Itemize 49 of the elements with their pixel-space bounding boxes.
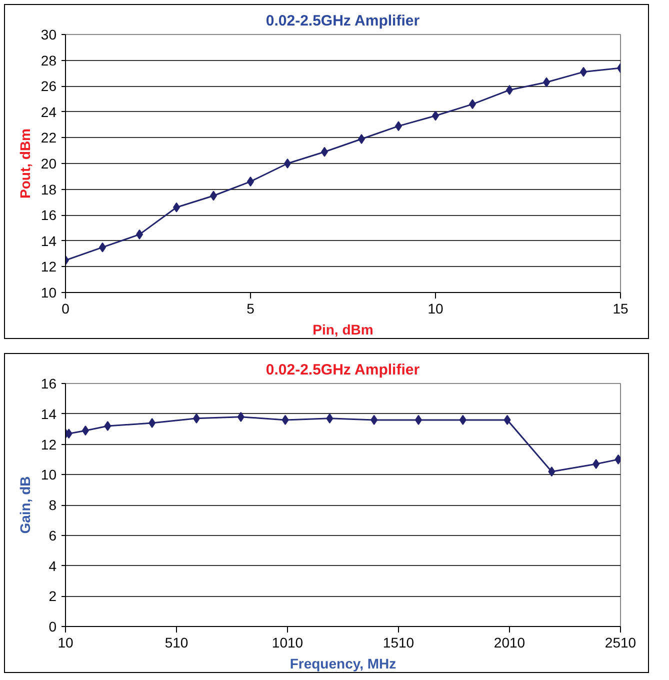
y-tick-label: 12 <box>40 258 57 275</box>
point <box>504 414 511 425</box>
x-tick-label: 0 <box>62 300 70 316</box>
x-tick-label: 10 <box>428 300 444 316</box>
x-tick-label: 1510 <box>382 634 414 650</box>
y-tick-label: 6 <box>48 527 57 544</box>
x-tick-label: 2010 <box>494 634 526 650</box>
y-tick-label: 8 <box>48 497 57 513</box>
y-tick-label: 22 <box>40 130 57 146</box>
point <box>414 414 422 425</box>
x-axis-title: Pin, dBm <box>312 322 374 338</box>
y-tick-label: 26 <box>40 78 57 94</box>
point <box>284 158 291 168</box>
point <box>282 414 289 425</box>
y-axis-title: Gain, dB <box>16 476 33 534</box>
x-axis-title: Frequency, MHz <box>290 656 396 672</box>
y-tick-label: 20 <box>40 156 57 172</box>
x-tick-label: 2510 <box>604 634 636 650</box>
y-tick-label: 0 <box>48 618 57 634</box>
point <box>237 412 244 422</box>
x-tick-label: 510 <box>164 634 188 650</box>
point <box>192 413 200 424</box>
y-tick-label: 2 <box>48 588 57 604</box>
point <box>592 458 600 469</box>
y-tick-label: 16 <box>40 207 57 224</box>
point <box>326 413 334 424</box>
chart-title: 0.02-2.5GHz Amplifier <box>266 362 420 378</box>
x-tick-label: 15 <box>612 300 628 316</box>
y-tick-label: 10 <box>40 466 57 483</box>
chart-title: 0.02-2.5GHz Amplifier <box>266 12 420 30</box>
point <box>148 418 156 428</box>
y-tick-label: 18 <box>40 181 57 198</box>
y-tick-label: 16 <box>40 376 57 392</box>
x-tick-label: 5 <box>246 300 255 316</box>
y-tick-label: 28 <box>40 52 57 68</box>
point <box>82 426 89 436</box>
y-axis-title: Pout, dBm <box>16 128 33 198</box>
y-tick-label: 14 <box>40 406 57 422</box>
y-tick-label: 30 <box>40 26 57 42</box>
y-tick-label: 24 <box>40 104 57 120</box>
y-tick-label: 14 <box>40 232 57 249</box>
y-tick-label: 4 <box>48 558 57 574</box>
y-tick-label: 12 <box>40 436 57 452</box>
point <box>459 414 466 425</box>
x-tick-label: 1010 <box>272 634 304 650</box>
point <box>548 466 556 477</box>
point <box>370 414 378 425</box>
point <box>104 421 112 432</box>
y-tick-label: 10 <box>40 284 57 300</box>
